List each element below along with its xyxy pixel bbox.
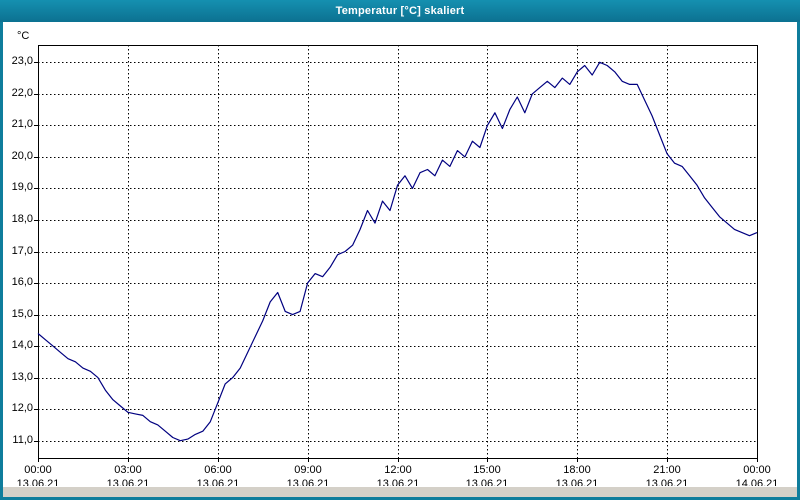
window-title-bar[interactable]: Temperatur [°C] skaliert xyxy=(0,0,800,22)
y-tick-label: 18,0 xyxy=(11,213,33,225)
horizontal-scrollbar[interactable] xyxy=(3,486,797,497)
temperature-line-chart xyxy=(34,45,758,462)
window-title: Temperatur [°C] skaliert xyxy=(335,5,465,17)
x-tick-time-label: 00:00 xyxy=(743,464,771,476)
chart-panel: °C 11,0 12,0 13,0 14,0 15,0 16,0 17,0 18,0 19,0 20… xyxy=(3,22,797,486)
y-tick-label: 22,0 xyxy=(11,87,33,99)
x-tick-date-label: 13.06.21 xyxy=(645,478,689,486)
y-tick-label: 11,0 xyxy=(12,434,33,446)
x-tick-time-label: 09:00 xyxy=(294,464,322,476)
y-tick-label: 21,0 xyxy=(11,118,33,130)
y-tick-label: 20,0 xyxy=(11,150,33,162)
x-tick-date-label: 13.06.21 xyxy=(106,478,150,486)
x-tick-time-label: 21:00 xyxy=(653,464,681,476)
y-tick-label: 16,0 xyxy=(11,276,33,288)
temperature-series-line xyxy=(37,61,758,442)
x-tick-time-label: 00:00 xyxy=(24,464,52,476)
x-tick-date-label: 13.06.21 xyxy=(555,478,599,486)
y-tick-label: 17,0 xyxy=(11,245,33,257)
x-tick-date-label: 14.06.21 xyxy=(735,478,779,486)
x-tick-time-label: 12:00 xyxy=(384,464,412,476)
x-tick-time-label: 03:00 xyxy=(114,464,142,476)
x-tick-time-label: 15:00 xyxy=(473,464,501,476)
y-tick-label: 14,0 xyxy=(11,339,33,351)
x-tick-date-label: 13.06.21 xyxy=(196,478,240,486)
y-tick-label: 15,0 xyxy=(11,308,33,320)
x-tick-date-label: 13.06.21 xyxy=(286,478,330,486)
y-tick-label: 12,0 xyxy=(11,402,33,414)
y-tick-label: 19,0 xyxy=(11,181,33,193)
x-tick-time-label: 18:00 xyxy=(563,464,591,476)
y-tick-label: 23,0 xyxy=(11,55,33,67)
x-tick-date-label: 13.06.21 xyxy=(16,478,60,486)
x-tick-time-label: 06:00 xyxy=(204,464,232,476)
y-axis-unit-label: °C xyxy=(17,30,30,42)
x-tick-date-label: 13.06.21 xyxy=(376,478,420,486)
y-tick-label: 13,0 xyxy=(11,371,33,383)
x-tick-date-label: 13.06.21 xyxy=(465,478,509,486)
